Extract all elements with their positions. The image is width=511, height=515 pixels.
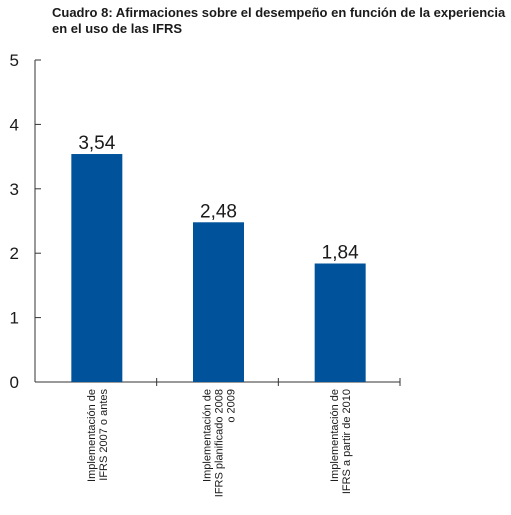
bar-value-label: 1,84 bbox=[322, 243, 359, 264]
category-label-line: IFRS 2007 o antes bbox=[98, 389, 110, 481]
y-tick-label: 1 bbox=[10, 309, 19, 328]
bar-value-label: 3,54 bbox=[78, 133, 115, 154]
y-tick-label: 5 bbox=[10, 51, 19, 70]
y-tick-label: 0 bbox=[10, 373, 19, 392]
bar bbox=[314, 263, 366, 382]
category-label: Implementación de IFRS 2007 o antes bbox=[86, 389, 110, 482]
category-label: Implementación de IFRS planificado 2008 o … bbox=[202, 389, 238, 497]
category-label-line: Implementación de bbox=[329, 389, 341, 482]
bar-value-label: 2,48 bbox=[200, 201, 237, 222]
y-tick-label: 3 bbox=[10, 180, 19, 199]
bar bbox=[71, 154, 123, 382]
category-label-line: Implementación de bbox=[86, 389, 98, 482]
chart-title: Cuadro 8: Afirmaciones sobre el desempeñ… bbox=[52, 5, 506, 36]
category-label-line: o 2009 bbox=[226, 389, 238, 423]
y-tick-label: 4 bbox=[10, 115, 19, 134]
category-label-line: IFRS a partir de 2010 bbox=[341, 389, 353, 494]
category-label-line: IFRS planificado 2008 bbox=[214, 389, 226, 497]
y-tick-label: 2 bbox=[10, 244, 19, 263]
category-label: Implementación de IFRS a partir de 2010 bbox=[329, 389, 353, 494]
category-label-line: Implementación de bbox=[202, 389, 214, 482]
bar bbox=[193, 222, 244, 382]
